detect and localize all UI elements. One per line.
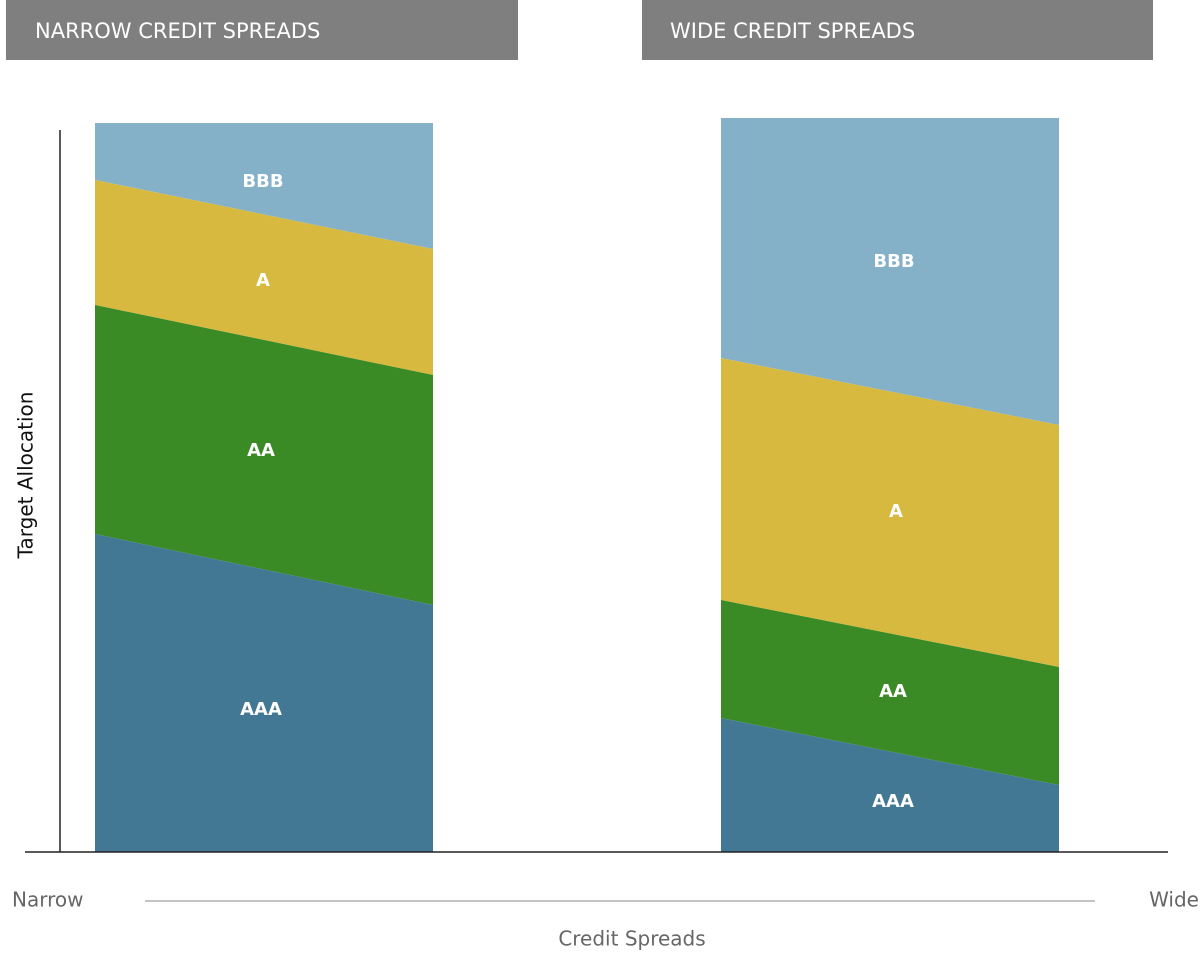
header-box (6, 0, 518, 60)
segment (95, 180, 433, 375)
segment (95, 534, 433, 852)
segment-label: BBB (873, 251, 914, 272)
segment (721, 718, 1059, 852)
segment-label: A (256, 270, 270, 291)
segment-label: A (889, 501, 903, 522)
segment (721, 118, 1059, 425)
x-right-label: Wide (1149, 888, 1199, 912)
x-left-label: Narrow (12, 888, 83, 912)
header-title: WIDE CREDIT SPREADS (670, 19, 915, 43)
segment-label: AA (247, 440, 275, 461)
segment (721, 358, 1059, 667)
segment-label: AA (879, 681, 907, 702)
segment-label: BBB (242, 171, 283, 192)
segment (721, 600, 1059, 785)
x-axis-title: Credit Spreads (558, 927, 705, 951)
y-axis-title: Target Allocation (14, 392, 38, 560)
segment-label: AAA (240, 699, 282, 720)
segment (95, 305, 433, 605)
segment-label: AAA (872, 791, 914, 812)
segment (95, 123, 433, 249)
header-title: NARROW CREDIT SPREADS (35, 19, 320, 43)
header-box (642, 0, 1153, 60)
